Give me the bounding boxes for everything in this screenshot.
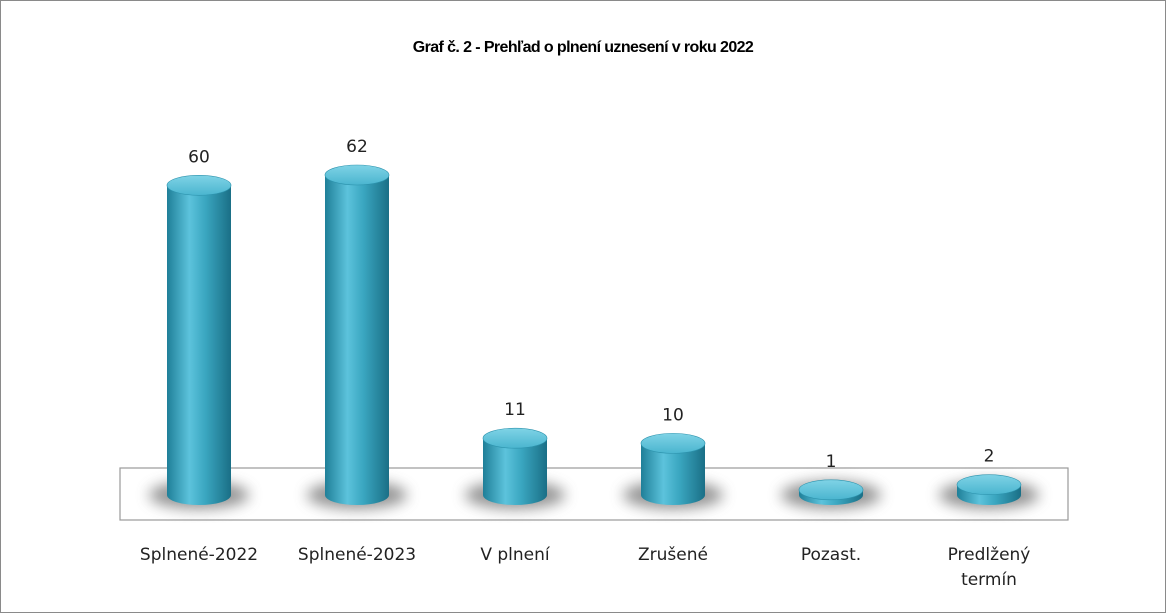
chart-title: Graf č. 2 - Prehľad o plnení uznesení v … — [413, 39, 754, 56]
bar-top — [166, 175, 232, 196]
bar — [324, 164, 390, 505]
value-label: 1 — [826, 452, 837, 472]
x-tick-label: Pozast. — [800, 545, 862, 565]
x-tick-label: Splnené-2022 — [139, 545, 259, 565]
bar-top — [324, 164, 390, 186]
floor — [119, 467, 1069, 521]
value-label: 60 — [188, 147, 210, 167]
x-tick-label: Predlžený termín — [947, 545, 1031, 590]
bar-top — [798, 479, 864, 501]
bar-body — [325, 175, 389, 495]
x-tick-label: V plnení — [480, 545, 550, 565]
value-label: 2 — [984, 447, 995, 467]
bar — [166, 175, 232, 505]
bar-top — [640, 433, 706, 454]
value-label: 10 — [662, 405, 684, 425]
bar-body — [167, 185, 231, 496]
bar — [482, 427, 548, 505]
bar — [798, 479, 864, 505]
bar-top — [956, 474, 1022, 495]
value-label: 11 — [504, 400, 526, 420]
value-label: 62 — [346, 137, 368, 157]
bar-top — [482, 427, 548, 449]
x-tick-label: Splnené-2023 — [297, 545, 417, 565]
x-tick-label: Zrušené — [638, 545, 708, 565]
bar — [640, 433, 706, 505]
bar — [956, 474, 1022, 505]
